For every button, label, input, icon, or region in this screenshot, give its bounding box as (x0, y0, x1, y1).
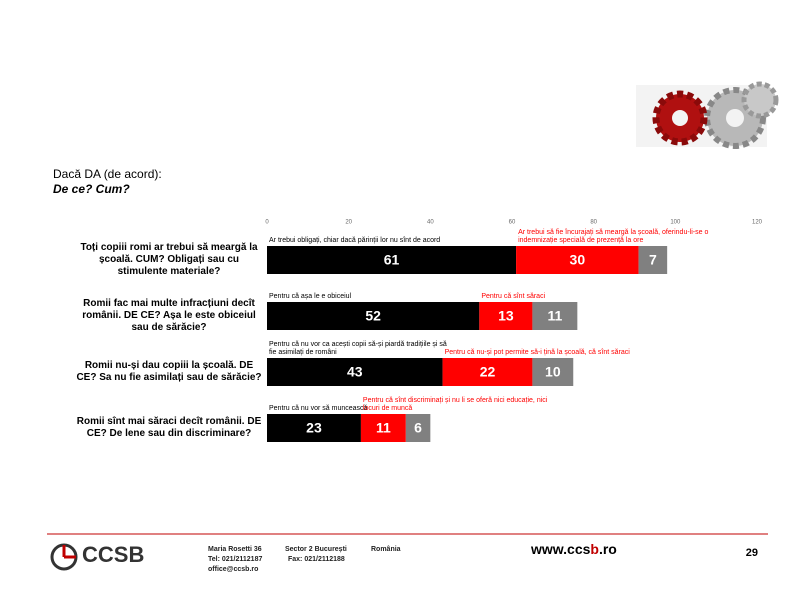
value-label: 23 (306, 420, 322, 436)
annotation: Pentru că nu vor ca acești copii să-și p… (269, 341, 447, 356)
category-label: Romii sînt mai săraci decît românii. DE … (76, 416, 262, 439)
bar-segment (267, 246, 517, 274)
value-label: 7 (649, 252, 657, 268)
annotation: Ar trebui să fie încurajați să meargă la… (518, 229, 709, 244)
annotation-box: Pentru că nu vor să muncească (269, 405, 368, 412)
x-tick-label: 120 (752, 220, 763, 226)
bar-segment (360, 414, 406, 442)
annotation: Pentru că nu vor să muncească (269, 405, 368, 412)
bar-segment (479, 302, 533, 330)
address: Maria Rosetti 36 (208, 546, 262, 553)
web-part: b (590, 541, 599, 557)
email: office@ccsb.ro (208, 566, 258, 573)
value-label: 61 (384, 252, 400, 268)
category-label-box: Romii nu-și dau copiii la școală. DE CE?… (76, 360, 262, 383)
bar-segment (638, 246, 668, 274)
logo-text: CCSB (82, 542, 144, 567)
value-label: 13 (498, 308, 514, 324)
x-tick-label: 60 (509, 220, 516, 226)
website: www.ccsb.ro (530, 541, 617, 557)
x-tick-label: 100 (670, 220, 681, 226)
category-label-box: Romii fac mai multe infracțiuni decît ro… (82, 298, 256, 333)
annotation-box: Pentru că nu-și pot permite să-i țină la… (444, 349, 630, 356)
sector: Sector 2 București (285, 546, 347, 553)
bar-segment (267, 302, 480, 330)
value-label: 11 (547, 308, 562, 324)
annotation: Pentru că sînt discriminați și nu li se … (362, 397, 548, 412)
annotation: Pentru că sînt săraci (481, 293, 546, 300)
annotation-box: Pentru că așa le e obiceiul (269, 293, 352, 300)
annotation: Pentru că nu-și pot permite să-i țină la… (444, 349, 630, 356)
country: România (371, 546, 401, 553)
category-label-box: Toți copiii romi ar trebui să meargă la … (80, 242, 258, 277)
category-label: Toți copiii romi ar trebui să meargă la … (80, 242, 258, 277)
annotation-box: Ar trebui obligați, chiar dacă părinții … (269, 237, 441, 244)
logo: CCSB (50, 542, 144, 571)
value-label: 10 (545, 364, 561, 380)
value-label: 52 (365, 308, 381, 324)
header-line: Dacă DA (de acord): (53, 167, 162, 181)
annotation: Pentru că așa le e obiceiul (269, 293, 352, 300)
category-label: Romii fac mai multe infracțiuni decît ro… (82, 298, 256, 333)
value-label: 11 (376, 420, 391, 436)
web-part: www.ccs (530, 541, 591, 557)
page-number: 29 (746, 547, 758, 559)
value-label: 22 (480, 364, 496, 380)
bar-segment (267, 414, 361, 442)
bar-segment (516, 246, 639, 274)
bar-segment (532, 358, 574, 386)
bar-segment (267, 358, 443, 386)
x-tick-label: 80 (590, 220, 597, 226)
gears-image (636, 81, 779, 149)
x-tick-label: 0 (265, 220, 269, 226)
bar-segment (442, 358, 533, 386)
annotation-box: Pentru că nu vor ca acești copii să-și p… (269, 341, 447, 356)
annotation-box: Ar trebui să fie încurajați să meargă la… (518, 229, 709, 244)
x-tick-label: 20 (345, 220, 352, 226)
value-label: 30 (570, 252, 586, 268)
annotation: Ar trebui obligați, chiar dacă părinții … (269, 237, 441, 244)
x-tick-label: 40 (427, 220, 434, 226)
value-label: 6 (414, 420, 422, 436)
category-label: Romii nu-și dau copiii la școală. DE CE?… (76, 360, 262, 383)
fax: Fax: 021/2112188 (288, 556, 345, 563)
annotation-box: Pentru că sînt săraci (481, 293, 546, 300)
header-question: De ce? Cum? (53, 182, 130, 196)
tel: Tel: 021/2112187 (208, 556, 262, 563)
value-label: 43 (347, 364, 363, 380)
chart: 0 20 40 60 80 100 120 Toți copiii romi ar trebu… (76, 220, 763, 442)
web-part: .ro (599, 541, 617, 557)
bar-segment (405, 414, 431, 442)
annotation-box: Pentru că sînt discriminați și nu li se … (362, 397, 548, 412)
bar-segment (532, 302, 578, 330)
category-label-box: Romii sînt mai săraci decît românii. DE … (76, 416, 262, 439)
